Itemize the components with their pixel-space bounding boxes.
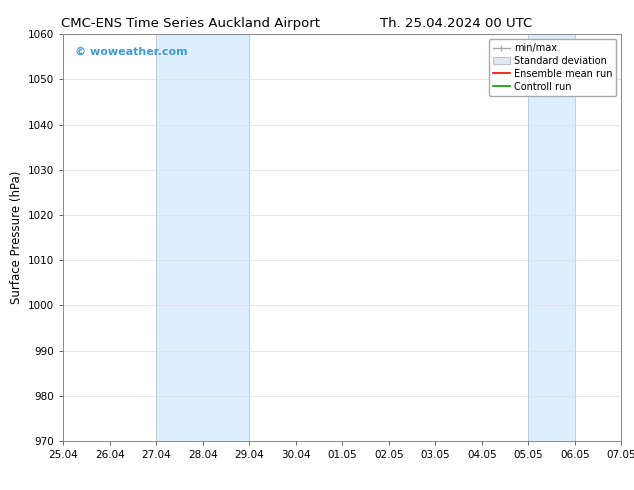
Bar [528, 34, 575, 441]
Y-axis label: Surface Pressure (hPa): Surface Pressure (hPa) [10, 171, 23, 304]
Text: Th. 25.04.2024 00 UTC: Th. 25.04.2024 00 UTC [380, 17, 533, 30]
Text: © woweather.com: © woweather.com [75, 47, 187, 56]
Bar [157, 34, 249, 441]
Legend: min/max, Standard deviation, Ensemble mean run, Controll run: min/max, Standard deviation, Ensemble me… [489, 39, 616, 96]
Text: CMC-ENS Time Series Auckland Airport: CMC-ENS Time Series Auckland Airport [61, 17, 320, 30]
